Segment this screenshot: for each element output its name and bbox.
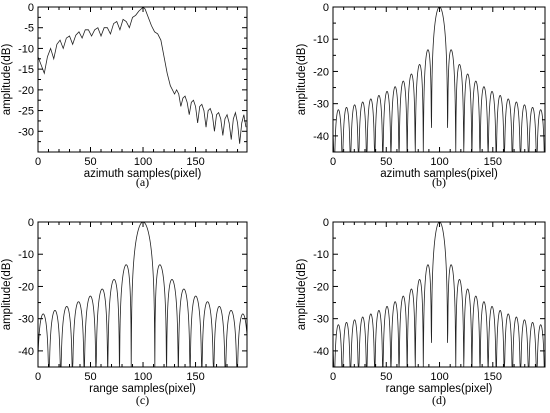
x-tick-label: 100 [430,371,448,383]
y-tick-label: 0 [28,2,34,14]
y-tick-label: -15 [18,64,34,76]
x-tick-label: 50 [84,371,96,383]
x-tick-label: 50 [84,156,96,168]
y-axis-label: amplitude(dB) [1,259,13,331]
y-tick-label: -10 [18,43,34,55]
y-tick-label: -40 [18,346,34,358]
x-tick-label: 0 [330,156,336,168]
x-tick-label: 150 [186,371,204,383]
x-tick-label: 100 [430,156,448,168]
x-tick-label: 0 [35,371,41,383]
y-tick-label: 0 [323,2,329,14]
y-tick-label: -30 [18,314,34,326]
panel-caption: (a) [136,175,149,189]
x-axis-label: azimuth samples(pixel) [380,168,498,180]
x-tick-label: 0 [35,156,41,168]
x-axis-label: range samples(pixel) [386,383,493,395]
y-tick-label: 0 [323,217,329,229]
panel-caption: (d) [432,393,446,407]
y-tick-label: -30 [313,99,329,111]
x-axis-label: azimuth samples(pixel) [84,168,202,180]
y-axis-label: amplitude(dB) [296,44,308,116]
y-tick-label: -20 [313,66,329,78]
y-tick-label: -20 [18,85,34,97]
x-axis-label: range samples(pixel) [89,383,196,395]
amplitude-trace [38,7,247,144]
x-tick-label: 150 [484,371,502,383]
amplitude-trace [333,222,545,367]
panel-caption: (b) [432,175,446,189]
y-tick-label: -20 [18,281,34,293]
y-tick-label: 0 [28,217,34,229]
panel-caption: (c) [136,393,149,407]
y-tick-label: -40 [313,131,329,143]
x-tick-label: 100 [134,156,152,168]
y-tick-label: -30 [313,314,329,326]
y-axis-label: amplitude(dB) [296,259,308,331]
plot-frame [332,221,546,368]
x-tick-label: 50 [380,371,392,383]
y-tick-label: -20 [313,281,329,293]
y-tick-label: -10 [313,34,329,46]
x-tick-label: 100 [134,371,152,383]
y-tick-label: -40 [313,346,329,358]
x-tick-label: 50 [380,156,392,168]
x-tick-label: 0 [330,371,336,383]
y-axis-label: amplitude(dB) [1,44,13,116]
x-tick-label: 150 [484,156,502,168]
y-tick-label: -5 [24,23,34,35]
y-tick-label: -25 [18,106,34,118]
y-tick-label: -10 [18,249,34,261]
x-tick-label: 150 [186,156,204,168]
plot-frame [332,6,546,153]
plot-frame [37,221,248,368]
y-tick-label: -10 [313,249,329,261]
y-tick-label: -30 [18,126,34,138]
